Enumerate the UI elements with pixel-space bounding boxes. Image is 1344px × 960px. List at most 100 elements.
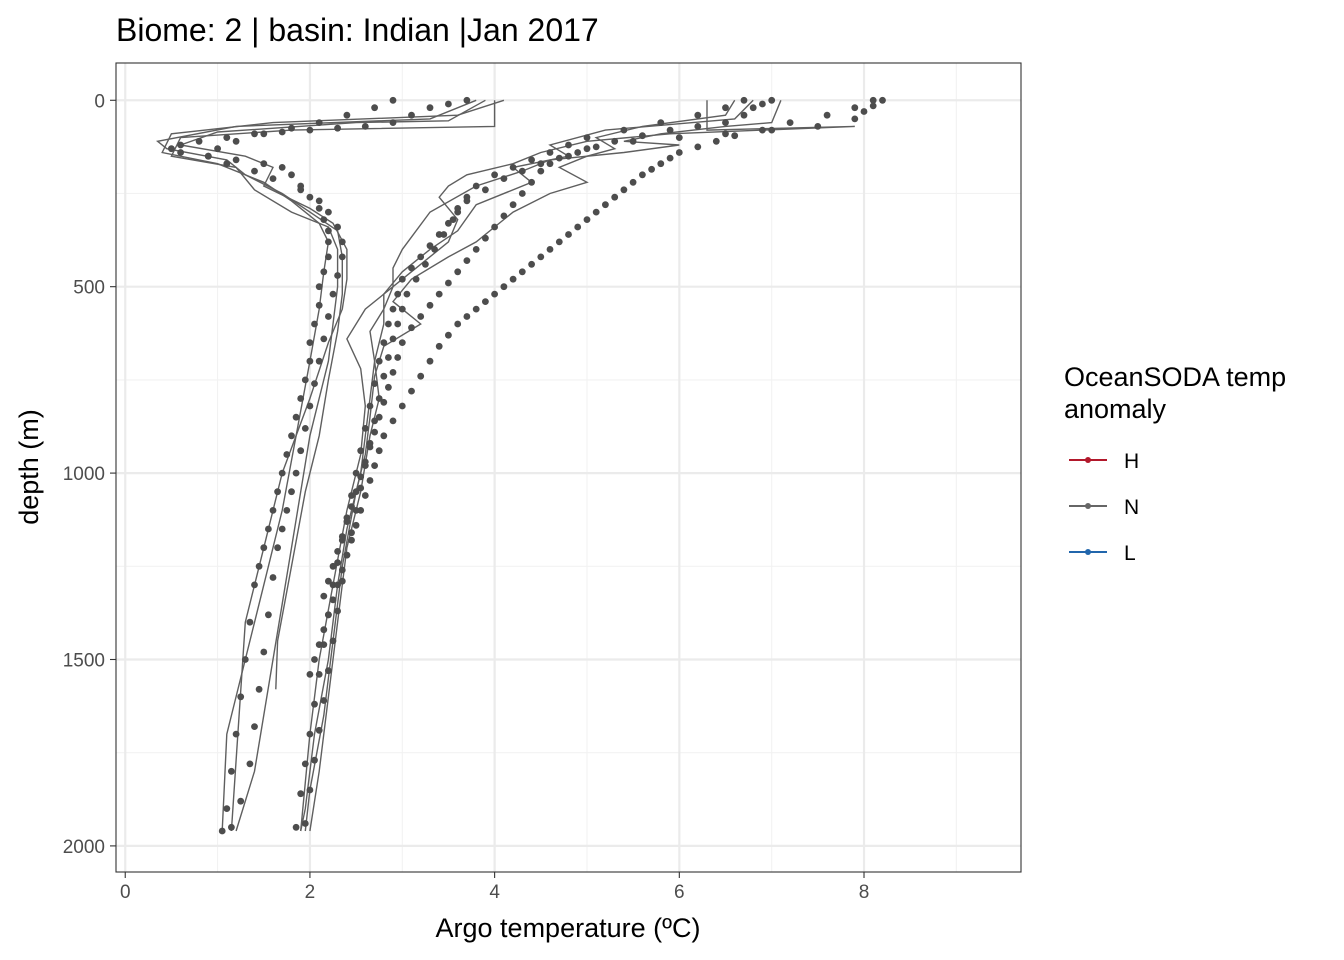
profile-point bbox=[449, 216, 457, 224]
profile-point bbox=[675, 134, 683, 142]
profile-point bbox=[325, 227, 332, 235]
profile-point bbox=[265, 611, 272, 619]
profile-point bbox=[768, 96, 776, 104]
profile-point bbox=[509, 201, 517, 209]
profile-point bbox=[408, 324, 415, 332]
profile-point bbox=[759, 126, 766, 134]
profile-point bbox=[385, 354, 392, 361]
profile-point bbox=[482, 234, 489, 242]
profile-point bbox=[301, 425, 309, 432]
profile-point bbox=[648, 165, 655, 173]
profile-line bbox=[170, 100, 496, 832]
profile-point bbox=[509, 275, 517, 283]
profile-point bbox=[675, 149, 683, 156]
profile-point bbox=[472, 305, 480, 313]
profile-point bbox=[301, 760, 309, 768]
profile-point bbox=[325, 238, 332, 246]
profile-point bbox=[274, 544, 281, 552]
profile-point bbox=[343, 551, 351, 559]
profile-point bbox=[301, 820, 309, 827]
profile-point bbox=[546, 160, 554, 168]
profile-point bbox=[232, 137, 240, 145]
profile-point bbox=[435, 290, 443, 298]
profile-point bbox=[348, 529, 355, 537]
profile-point bbox=[260, 160, 268, 168]
profile-point bbox=[311, 756, 318, 764]
profile-point bbox=[334, 559, 341, 566]
profile-point bbox=[265, 525, 272, 533]
profile-point bbox=[288, 432, 295, 440]
profile-point bbox=[869, 96, 877, 104]
profile-point bbox=[768, 126, 776, 134]
profile-point bbox=[352, 488, 360, 496]
profile-point bbox=[177, 141, 185, 149]
profile-point bbox=[366, 402, 374, 410]
profile-point bbox=[565, 152, 572, 160]
profile-point bbox=[385, 320, 392, 328]
profile-point bbox=[237, 797, 245, 805]
x-tick-label: 8 bbox=[859, 882, 870, 903]
profile-point bbox=[403, 290, 411, 298]
profile-point bbox=[398, 339, 406, 346]
profile-point bbox=[712, 137, 720, 145]
profile-point bbox=[546, 246, 554, 253]
profile-point bbox=[629, 178, 637, 186]
profile-point bbox=[879, 96, 886, 104]
profile-point bbox=[223, 134, 231, 142]
profile-point bbox=[431, 246, 438, 253]
x-axis-title: Argo temperature (ºC) bbox=[436, 913, 701, 943]
profile-point bbox=[338, 566, 346, 574]
profile-point bbox=[389, 96, 397, 104]
profile-point bbox=[869, 102, 877, 110]
profile-point bbox=[722, 119, 729, 126]
profile-point bbox=[352, 521, 360, 529]
profile-point bbox=[463, 96, 471, 104]
profile-point bbox=[500, 175, 508, 183]
profile-point bbox=[278, 128, 286, 136]
legend-title-line-2: anomaly bbox=[1064, 394, 1167, 424]
profile-point bbox=[218, 827, 226, 835]
profile-point bbox=[366, 477, 374, 484]
profile-point bbox=[311, 656, 318, 663]
profile-point bbox=[297, 186, 305, 194]
profile-point bbox=[611, 137, 619, 145]
profile-point bbox=[380, 339, 388, 346]
profile-point bbox=[223, 805, 231, 812]
profile-point bbox=[320, 335, 328, 343]
profile-point bbox=[722, 104, 729, 112]
profile-point bbox=[408, 264, 415, 272]
profile-point bbox=[274, 488, 281, 496]
profile-point bbox=[338, 577, 346, 585]
profile-point bbox=[251, 723, 258, 730]
profile-point bbox=[500, 283, 508, 291]
profile-point bbox=[851, 115, 859, 123]
profile-point bbox=[334, 581, 341, 589]
profile-point bbox=[491, 223, 498, 231]
profile-point bbox=[445, 100, 452, 108]
profile-point bbox=[389, 305, 397, 313]
profile-point bbox=[260, 130, 268, 138]
profile-point bbox=[375, 413, 383, 421]
profile-point bbox=[334, 223, 341, 231]
profile-point bbox=[237, 693, 245, 701]
profile-point bbox=[445, 219, 452, 227]
profile-point bbox=[348, 503, 355, 510]
profile-point bbox=[177, 149, 185, 156]
profile-point bbox=[361, 458, 369, 466]
profile-point bbox=[375, 357, 383, 365]
profile-point bbox=[509, 164, 517, 171]
profile-point bbox=[260, 648, 268, 656]
profile-point bbox=[666, 154, 674, 162]
profile-point bbox=[315, 726, 323, 734]
profile-point bbox=[306, 339, 314, 346]
profile-point bbox=[306, 357, 314, 365]
profile-point bbox=[260, 544, 268, 552]
profile-point bbox=[315, 357, 323, 365]
profile-point bbox=[338, 253, 346, 261]
profile-point bbox=[629, 137, 637, 145]
profile-point bbox=[537, 253, 545, 261]
x-axis: 0 2 4 6 8 bbox=[120, 872, 869, 903]
profile-point bbox=[306, 671, 314, 678]
y-tick-label: 1000 bbox=[63, 464, 105, 485]
x-tick-label: 2 bbox=[305, 882, 316, 903]
